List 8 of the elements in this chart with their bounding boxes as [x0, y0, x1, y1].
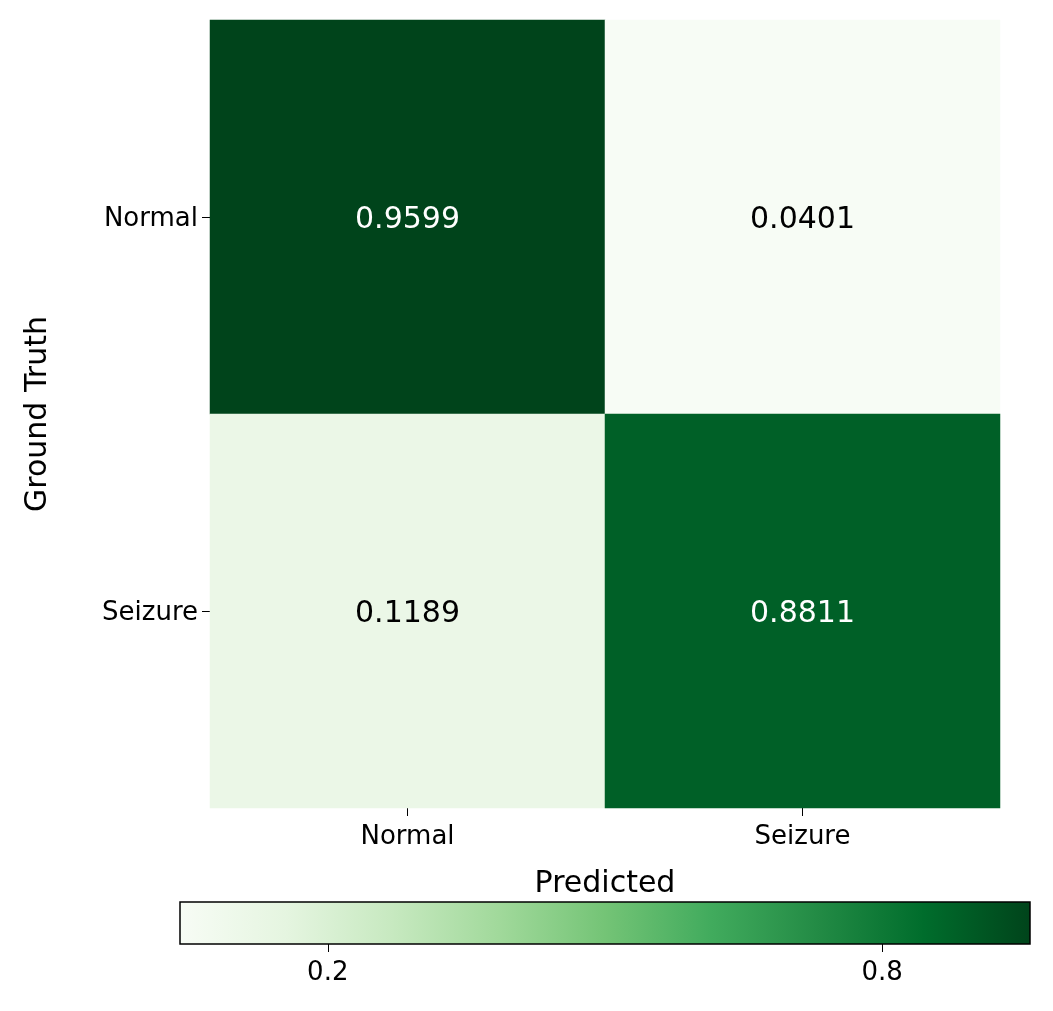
data-label: 0.0401	[750, 199, 855, 235]
color-bar-label: 0.2	[307, 956, 349, 986]
data-label: 0.1189	[355, 593, 460, 629]
data-label: 0.9599	[355, 199, 460, 235]
y-axis-title: Ground Truth	[17, 316, 53, 512]
color-bar-label: 0.8	[861, 956, 903, 986]
data-label: 0.8811	[750, 593, 855, 629]
x-axis-title: Predicted	[534, 863, 676, 899]
